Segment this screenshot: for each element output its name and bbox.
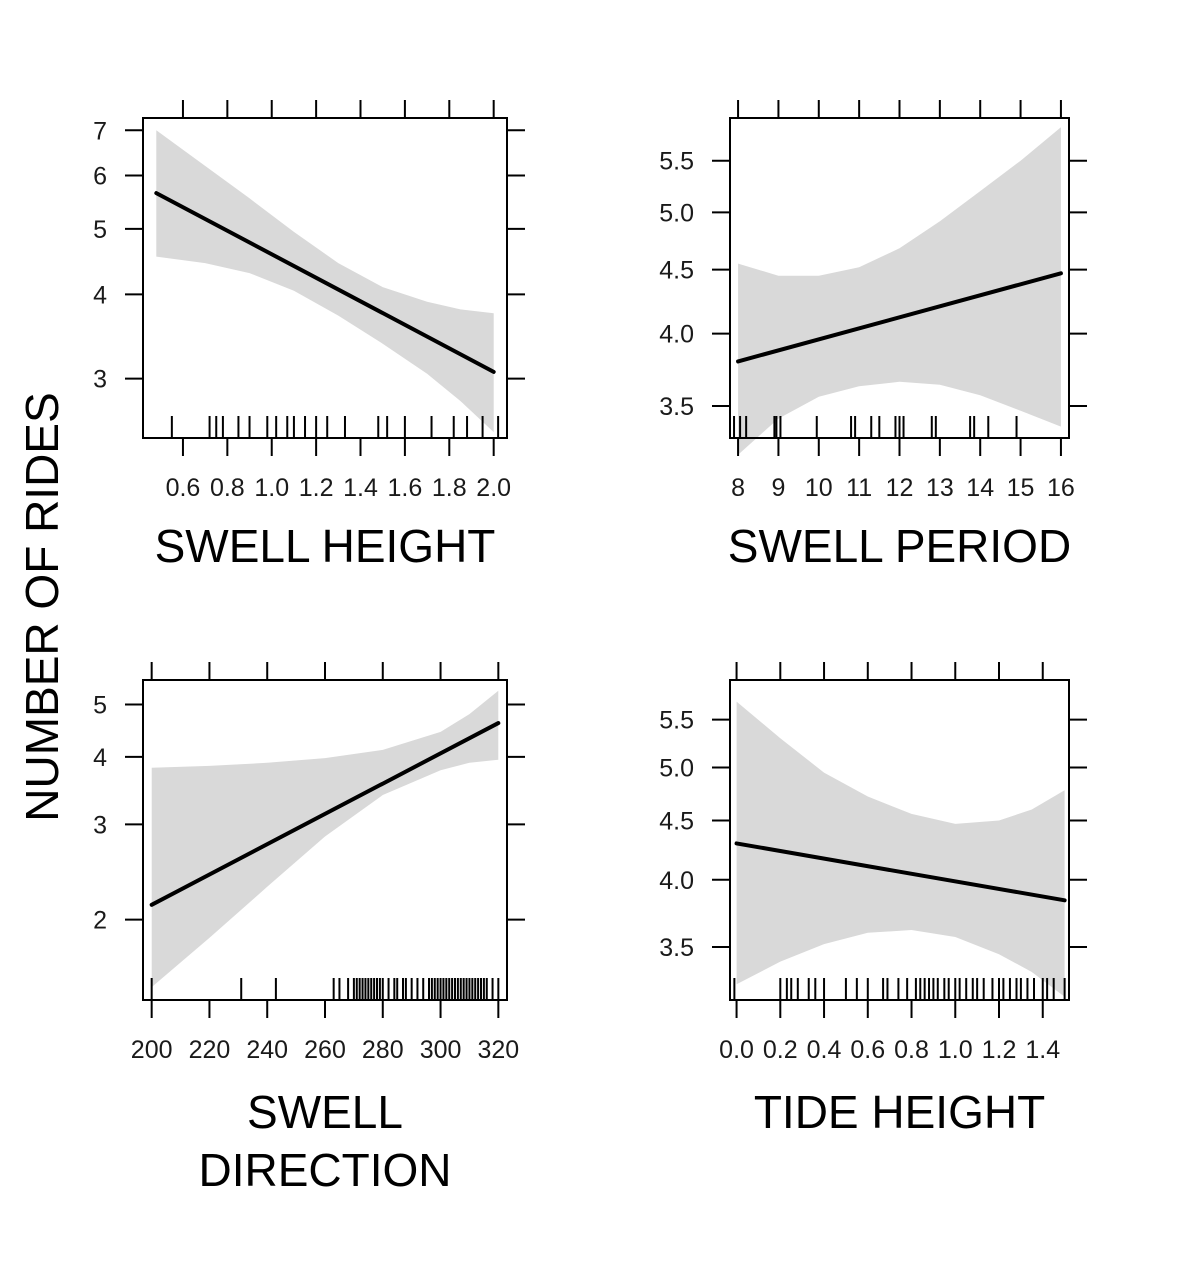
y-tick-label: 7 bbox=[93, 117, 107, 145]
x-tick-label: 2.0 bbox=[476, 474, 511, 502]
y-tick-label: 5.0 bbox=[659, 755, 694, 783]
y-tick-label: 5.5 bbox=[659, 707, 694, 735]
y-tick-label: 4 bbox=[93, 281, 107, 309]
x-tick-label: 0.8 bbox=[210, 474, 245, 502]
x-tick-label: 9 bbox=[771, 474, 785, 502]
panel-swell-height: 0.6 0.8 1.0 1.2 1.4 1.6 1.8 2.0 3 4 5 6 7 SWELL HEIGH… bbox=[93, 100, 525, 572]
x-tick-label: 300 bbox=[420, 1036, 462, 1064]
y-tick-label: 6 bbox=[93, 162, 107, 190]
x-tick-label: 13 bbox=[926, 474, 954, 502]
x-tick-label: 0.2 bbox=[763, 1036, 798, 1064]
x-tick-label: 0.6 bbox=[850, 1036, 885, 1064]
y-axis-label: NUMBER OF RIDES bbox=[16, 392, 68, 821]
fit-line bbox=[734, 841, 1067, 903]
x-tick-label: 220 bbox=[189, 1036, 231, 1064]
y-tick-label: 3.5 bbox=[659, 393, 694, 421]
x-tick-label: 260 bbox=[304, 1036, 346, 1064]
panel-swell-direction: 200 220 240 260 280 300 320 2 3 4 5 SWELL DIRECTION bbox=[93, 662, 525, 1196]
x-tick-label: 1.0 bbox=[254, 474, 289, 502]
fit-line bbox=[736, 271, 1063, 364]
x-tick-label: 15 bbox=[1007, 474, 1035, 502]
y-tick-label: 3.5 bbox=[659, 934, 694, 962]
y-tick-label: 5.5 bbox=[659, 148, 694, 176]
y-tick-label: 5.0 bbox=[659, 199, 694, 227]
x-tick-label: 1.6 bbox=[388, 474, 423, 502]
x-tick-label: 14 bbox=[966, 474, 994, 502]
x-tick-label: 16 bbox=[1047, 474, 1075, 502]
panel-swell-period: 8 9 10 11 12 13 14 15 16 3.5 4.0 4.5 5.0 5.5 SWELL PER… bbox=[659, 100, 1087, 572]
x-tick-label: 10 bbox=[805, 474, 833, 502]
x-tick-label: 1.2 bbox=[982, 1036, 1017, 1064]
x-tick-label: 320 bbox=[477, 1036, 519, 1064]
x-tick-label: 1.4 bbox=[1025, 1036, 1060, 1064]
confidence-band bbox=[151, 690, 499, 988]
fit-line bbox=[149, 721, 501, 907]
x-tick-label: 12 bbox=[886, 474, 914, 502]
y-tick-label: 4.0 bbox=[659, 867, 694, 895]
fit-line bbox=[154, 191, 496, 374]
x-tick-label: 11 bbox=[846, 474, 872, 502]
x-tick-label: 0.4 bbox=[807, 1036, 842, 1064]
x-tick-label: 0.0 bbox=[719, 1036, 754, 1064]
y-tick-label: 4.5 bbox=[659, 808, 694, 836]
x-axis-title: SWELL PERIOD bbox=[728, 520, 1071, 572]
x-axis-title: SWELL HEIGHT bbox=[155, 520, 496, 572]
y-tick-label: 5 bbox=[93, 216, 107, 244]
x-tick-label: 8 bbox=[731, 474, 745, 502]
plot-frame bbox=[729, 679, 1070, 1001]
x-axis-title: SWELL bbox=[247, 1086, 403, 1138]
confidence-band bbox=[736, 701, 1065, 997]
x-tick-label: 1.2 bbox=[299, 474, 334, 502]
plot-frame bbox=[142, 117, 508, 439]
x-tick-label: 1.0 bbox=[938, 1036, 973, 1064]
y-tick-label: 3 bbox=[93, 366, 107, 394]
y-tick-label: 4.0 bbox=[659, 321, 694, 349]
x-tick-label: 0.6 bbox=[166, 474, 201, 502]
x-tick-label: 240 bbox=[246, 1036, 288, 1064]
y-tick-label: 4.5 bbox=[659, 257, 694, 285]
x-tick-label: 1.8 bbox=[432, 474, 467, 502]
panel-tide-height: 0.0 0.2 0.4 0.6 0.8 1.0 1.2 1.4 3.5 4.0 4.5 5.0 5.5 T… bbox=[659, 662, 1087, 1138]
x-tick-label: 280 bbox=[362, 1036, 404, 1064]
confidence-band bbox=[738, 127, 1061, 455]
y-tick-label: 4 bbox=[93, 744, 107, 772]
y-tick-label: 3 bbox=[93, 811, 107, 839]
x-tick-label: 200 bbox=[131, 1036, 173, 1064]
y-tick-label: 5 bbox=[93, 691, 107, 719]
y-tick-label: 2 bbox=[93, 907, 107, 935]
x-tick-label: 0.8 bbox=[894, 1036, 929, 1064]
x-tick-label: 1.4 bbox=[343, 474, 378, 502]
x-axis-title: DIRECTION bbox=[199, 1144, 452, 1196]
x-axis-title: TIDE HEIGHT bbox=[754, 1086, 1045, 1138]
